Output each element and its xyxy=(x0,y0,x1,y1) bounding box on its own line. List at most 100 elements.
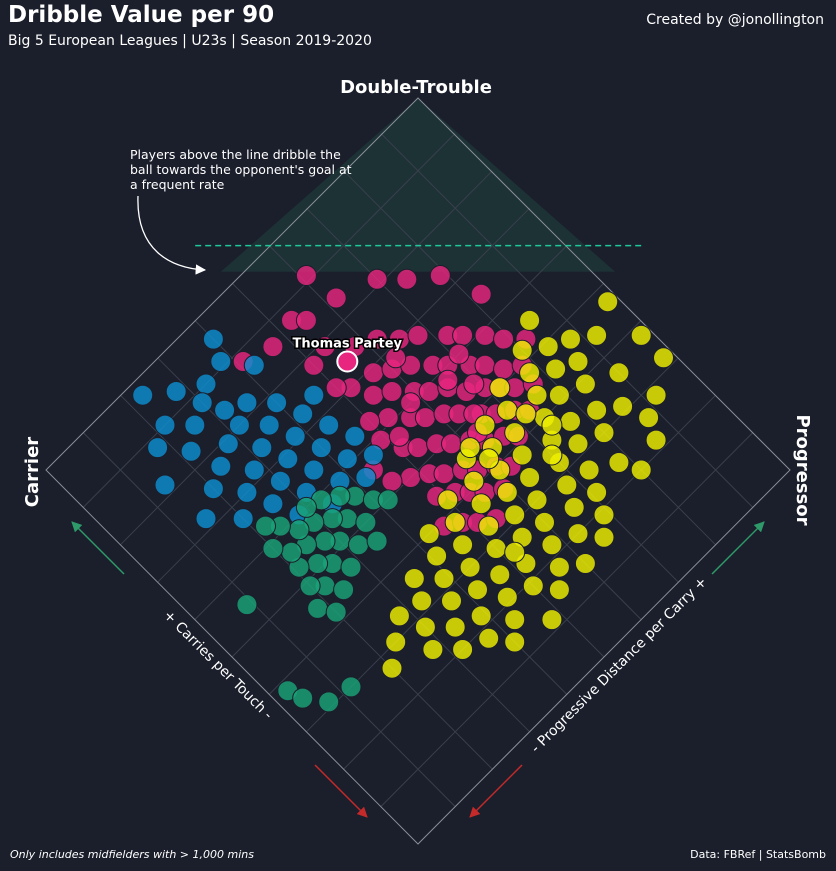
data-point-yellow xyxy=(548,556,570,578)
data-point-green xyxy=(307,597,329,619)
data-point-yellow xyxy=(586,324,608,346)
data-point-pink xyxy=(325,377,347,399)
data-point-blue xyxy=(202,478,224,500)
data-point-pink xyxy=(433,463,455,485)
data-point-pink xyxy=(437,369,459,391)
data-point-blue xyxy=(202,328,224,350)
data-point-yellow xyxy=(597,291,619,313)
data-point-pink xyxy=(362,384,384,406)
data-point-yellow xyxy=(556,474,578,496)
data-point-yellow xyxy=(574,373,596,395)
data-point-pink xyxy=(385,347,407,369)
data-point-blue xyxy=(210,455,232,477)
data-point-pink xyxy=(429,265,451,286)
data-point-yellow xyxy=(519,362,541,384)
y-axis-red-arrow xyxy=(469,764,523,818)
data-point-yellow xyxy=(426,545,448,567)
data-point-yellow xyxy=(548,384,570,406)
data-point-pink xyxy=(400,467,422,488)
data-point-pink xyxy=(303,354,325,376)
data-point-yellow xyxy=(444,511,466,533)
data-point-blue xyxy=(236,481,258,503)
data-point-yellow xyxy=(496,399,518,421)
progressor-direction-arrow xyxy=(711,521,765,575)
data-point-pink xyxy=(366,328,388,350)
data-point-yellow xyxy=(593,526,615,548)
data-point-green xyxy=(321,508,343,530)
data-point-pink xyxy=(388,425,410,447)
data-point-green xyxy=(348,534,369,556)
annotation-arrow xyxy=(137,195,207,275)
data-point-blue xyxy=(269,470,291,492)
data-point-yellow xyxy=(548,579,570,601)
data-point-yellow xyxy=(541,534,563,556)
data-point-pink xyxy=(262,336,284,358)
data-point-yellow xyxy=(645,384,667,406)
data-point-yellow xyxy=(504,631,526,653)
data-point-yellow xyxy=(630,324,652,346)
data-point-blue xyxy=(232,508,254,530)
grid-line xyxy=(157,207,530,583)
data-point-pink xyxy=(362,362,384,384)
data-point-blue xyxy=(165,381,187,402)
data-point-yellow xyxy=(504,422,526,444)
data-point-yellow xyxy=(519,467,541,488)
chart-subtitle: Big 5 European Leagues | U23s | Season 2… xyxy=(8,33,372,49)
data-point-yellow xyxy=(452,639,474,660)
grid-line xyxy=(231,282,605,658)
data-point-yellow xyxy=(504,541,526,563)
data-point-pink xyxy=(366,268,388,290)
data-point-blue xyxy=(310,437,332,459)
grid-line xyxy=(380,133,754,508)
data-point-pink xyxy=(414,407,436,429)
data-point-blue xyxy=(147,437,169,459)
data-point-yellow xyxy=(452,534,474,556)
data-point-yellow xyxy=(478,448,500,470)
data-point-yellow xyxy=(496,481,518,503)
data-point-yellow xyxy=(496,586,518,608)
data-point-yellow xyxy=(560,328,581,350)
data-point-green xyxy=(318,691,340,713)
footnote: Only includes midfielders with > 1,000 m… xyxy=(10,848,254,861)
data-point-green xyxy=(281,541,302,563)
data-point-blue xyxy=(243,459,265,481)
data-point-blue xyxy=(266,392,288,414)
data-point-yellow xyxy=(586,399,608,421)
data-point-blue xyxy=(303,459,325,481)
data-point-pink xyxy=(448,343,470,365)
highlight-label: Thomas Partey xyxy=(293,337,403,352)
data-point-yellow xyxy=(511,444,533,466)
data-point-pink xyxy=(295,309,317,331)
data-point-yellow xyxy=(608,452,630,473)
grid-line xyxy=(82,133,456,508)
data-point-blue xyxy=(344,425,366,447)
data-point-yellow xyxy=(567,433,589,455)
data-point-pink xyxy=(441,433,462,455)
data-point-blue xyxy=(195,508,217,530)
data-point-green xyxy=(333,579,355,601)
data-point-pink xyxy=(407,437,429,459)
data-point-yellow xyxy=(578,459,600,481)
corner-label-left: Carrier xyxy=(22,437,43,507)
data-point-pink xyxy=(314,336,336,358)
data-point-yellow xyxy=(519,309,541,331)
data-point-yellow xyxy=(463,470,485,492)
data-point-green xyxy=(329,485,351,507)
data-point-pink xyxy=(407,324,429,346)
data-point-green xyxy=(307,553,329,574)
data-point-pink xyxy=(377,407,399,429)
data-point-blue xyxy=(132,384,154,406)
data-point-yellow xyxy=(560,410,581,432)
data-point-yellow xyxy=(459,556,481,578)
data-point-yellow xyxy=(388,605,410,627)
data-point-pink xyxy=(359,410,381,432)
data-point-blue xyxy=(262,493,284,515)
data-point-pink xyxy=(381,381,403,402)
grid-line xyxy=(120,170,493,546)
data-point-blue xyxy=(217,433,239,455)
data-point-yellow xyxy=(645,429,667,451)
data-point-yellow xyxy=(567,351,589,372)
data-point-yellow xyxy=(630,459,652,481)
highlight-point xyxy=(336,350,359,373)
